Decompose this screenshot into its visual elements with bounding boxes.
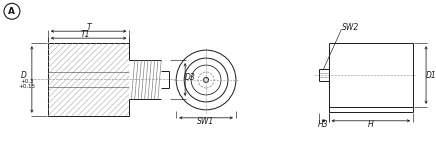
Text: H3: H3: [318, 120, 329, 129]
Text: T1: T1: [81, 30, 90, 39]
Text: T: T: [86, 23, 91, 32]
Text: +0,3: +0,3: [20, 79, 34, 84]
Text: SW2: SW2: [342, 23, 360, 32]
Text: D1: D1: [426, 71, 436, 80]
Text: +0,15: +0,15: [18, 84, 35, 89]
Text: SW1: SW1: [198, 117, 215, 126]
Text: H: H: [368, 120, 374, 129]
Text: A: A: [8, 7, 15, 16]
Text: D3: D3: [185, 73, 195, 82]
Text: D: D: [21, 71, 27, 80]
